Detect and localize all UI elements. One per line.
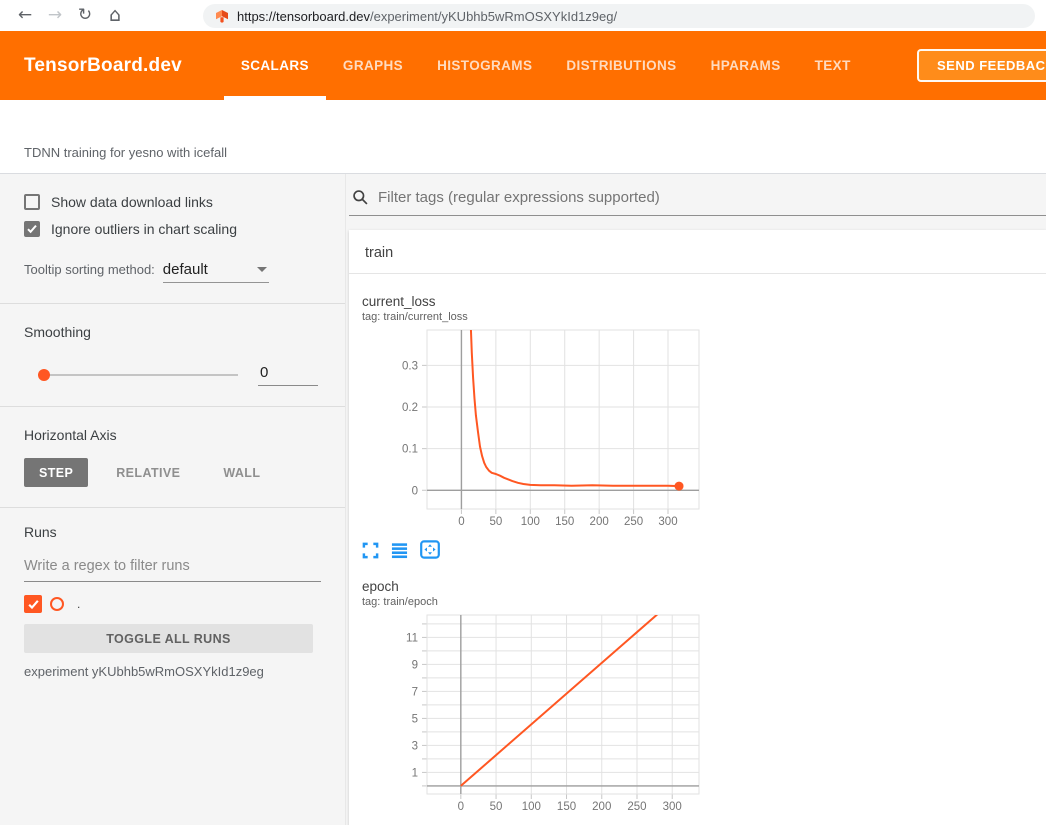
tooltip-sorting-label: Tooltip sorting method: <box>24 262 155 277</box>
log-scale-icon[interactable] <box>391 540 408 564</box>
svg-text:5: 5 <box>412 713 418 725</box>
smoothing-slider-thumb[interactable] <box>38 369 50 381</box>
axis-button-step[interactable]: STEP <box>24 458 89 487</box>
horizontal-axis-label: Horizontal Axis <box>24 427 117 443</box>
search-icon <box>353 190 368 205</box>
svg-text:9: 9 <box>412 659 418 671</box>
svg-text:150: 150 <box>557 801 576 812</box>
send-feedback-button[interactable]: SEND FEEDBACK <box>917 49 1046 82</box>
chart-title: current_loss <box>362 294 436 309</box>
url-origin: https://tensorboard.dev <box>237 8 370 24</box>
chart-tag: tag: train/current_loss <box>362 311 468 323</box>
svg-text:300: 300 <box>658 516 677 527</box>
general-settings-section: Show data download links Ignore outliers… <box>0 174 345 304</box>
address-bar[interactable]: https://tensorboard.dev/experiment/yKUbh… <box>203 4 1035 28</box>
smoothing-slider[interactable] <box>38 369 238 381</box>
show-download-links-label: Show data download links <box>51 194 213 210</box>
checkmark-icon <box>27 224 37 234</box>
horizontal-axis-section: Horizontal Axis STEP RELATIVE WALL <box>0 407 345 508</box>
chart-actions <box>362 540 702 559</box>
show-download-links-row[interactable]: Show data download links <box>24 194 321 210</box>
back-icon[interactable]: ← <box>17 5 33 25</box>
dashboard-main: Filter tags (regular expressions support… <box>346 174 1046 825</box>
tooltip-sorting-value: default <box>162 261 208 278</box>
ignore-outliers-row[interactable]: Ignore outliers in chart scaling <box>24 221 321 237</box>
horizontal-axis-buttons: STEP RELATIVE WALL <box>24 458 321 487</box>
svg-text:150: 150 <box>555 516 574 527</box>
svg-text:100: 100 <box>522 801 541 812</box>
url-text: https://tensorboard.dev/experiment/yKUbh… <box>237 9 617 24</box>
tag-filter-input[interactable]: Filter tags (regular expressions support… <box>349 174 1046 216</box>
tag-group-header-train[interactable]: train <box>349 230 1046 274</box>
svg-text:200: 200 <box>590 516 609 527</box>
ignore-outliers-label: Ignore outliers in chart scaling <box>51 221 237 237</box>
url-path: /experiment/yKUbhb5wRmOSXYkId1z9eg/ <box>369 8 618 24</box>
runs-section: Runs Write a regex to filter runs . TOGG… <box>0 508 345 699</box>
run-row: . <box>24 595 321 613</box>
site-favicon-tensorboard <box>215 9 229 23</box>
browser-toolbar: ← → ↻ ⌂ https://tensorboard.dev/experime… <box>0 0 1046 31</box>
svg-text:11: 11 <box>406 632 418 644</box>
svg-text:0: 0 <box>458 801 464 812</box>
smoothing-section: Smoothing 0 <box>0 304 345 407</box>
runs-label: Runs <box>24 524 57 540</box>
chart-plot-area[interactable]: 0 50 100 150 200 250 300 0 0.1 0.2 0.3 <box>362 327 702 532</box>
charts-grid: current_loss tag: train/current_loss 0 50 10… <box>349 274 1046 825</box>
experiment-id-label: experiment yKUbhb5wRmOSXYkId1z9eg <box>24 664 264 679</box>
app-logo: TensorBoard.dev <box>24 54 182 76</box>
experiment-title: TDNN training for yesno with icefall <box>24 145 228 160</box>
svg-text:7: 7 <box>412 686 418 698</box>
tab-distributions[interactable]: DISTRIBUTIONS <box>566 58 677 73</box>
tab-hparams[interactable]: HPARAMS <box>710 58 781 73</box>
expand-chart-icon[interactable] <box>362 540 379 564</box>
svg-text:250: 250 <box>624 516 643 527</box>
tab-graphs[interactable]: GRAPHS <box>342 58 404 73</box>
dropdown-arrow-icon <box>256 267 267 272</box>
run-checkbox[interactable] <box>24 595 42 613</box>
svg-text:300: 300 <box>663 801 682 812</box>
ignore-outliers-checkbox[interactable] <box>24 221 40 237</box>
tag-filter-placeholder: Filter tags (regular expressions support… <box>378 189 660 206</box>
runs-regex-filter-input[interactable]: Write a regex to filter runs <box>24 558 321 582</box>
home-icon[interactable]: ⌂ <box>108 4 122 26</box>
axis-button-wall[interactable]: WALL <box>208 458 275 487</box>
reload-icon[interactable]: ↻ <box>77 5 93 25</box>
nav-tabs: SCALARS GRAPHS HISTOGRAMS DISTRIBUTIONS HPAR… <box>223 31 868 100</box>
tab-scalars[interactable]: SCALARS <box>223 31 326 100</box>
tooltip-sorting-select[interactable]: default <box>162 261 269 283</box>
run-color-swatch[interactable] <box>50 597 64 611</box>
svg-text:1: 1 <box>412 767 418 779</box>
toggle-all-runs-button[interactable]: TOGGLE ALL RUNS <box>24 624 313 653</box>
axis-button-relative[interactable]: RELATIVE <box>101 458 195 487</box>
run-name-label: . <box>77 597 81 611</box>
experiment-subheader: TDNN training for yesno with icefall <box>0 100 1046 174</box>
fit-domain-icon[interactable] <box>420 540 440 564</box>
svg-text:50: 50 <box>490 801 503 812</box>
forward-icon[interactable]: → <box>47 5 63 25</box>
show-download-links-checkbox[interactable] <box>24 194 40 210</box>
chart-plot-area[interactable]: 0 50 100 150 200 250 300 1 3 5 7 9 11 <box>362 612 702 817</box>
tag-group-card: train current_loss tag: train/current_los… <box>349 230 1046 825</box>
svg-text:200: 200 <box>592 801 611 812</box>
settings-sidebar: Show data download links Ignore outliers… <box>0 174 346 825</box>
chart-title: epoch <box>362 579 399 594</box>
smoothing-value-input[interactable]: 0 <box>258 364 318 386</box>
svg-text:50: 50 <box>489 516 502 527</box>
svg-text:0: 0 <box>458 516 464 527</box>
svg-text:3: 3 <box>412 740 418 752</box>
smoothing-label: Smoothing <box>24 324 91 340</box>
tab-histograms[interactable]: HISTOGRAMS <box>437 58 533 73</box>
svg-text:0.1: 0.1 <box>402 444 418 456</box>
checkmark-icon <box>27 599 39 609</box>
chart-tag: tag: train/epoch <box>362 596 438 608</box>
svg-text:0.2: 0.2 <box>402 402 418 414</box>
tab-text[interactable]: TEXT <box>814 58 851 73</box>
svg-text:100: 100 <box>521 516 540 527</box>
svg-text:250: 250 <box>627 801 646 812</box>
app-header: TensorBoard.dev SCALARS GRAPHS HISTOGRAMS D… <box>0 31 1046 100</box>
svg-text:0.3: 0.3 <box>402 360 418 372</box>
svg-text:0: 0 <box>412 485 418 497</box>
chart-card-current_loss: current_loss tag: train/current_loss 0 50 10… <box>362 294 702 559</box>
chart-card-epoch: epoch tag: train/epoch 0 50 100 150 200 250 300 1… <box>362 579 702 825</box>
